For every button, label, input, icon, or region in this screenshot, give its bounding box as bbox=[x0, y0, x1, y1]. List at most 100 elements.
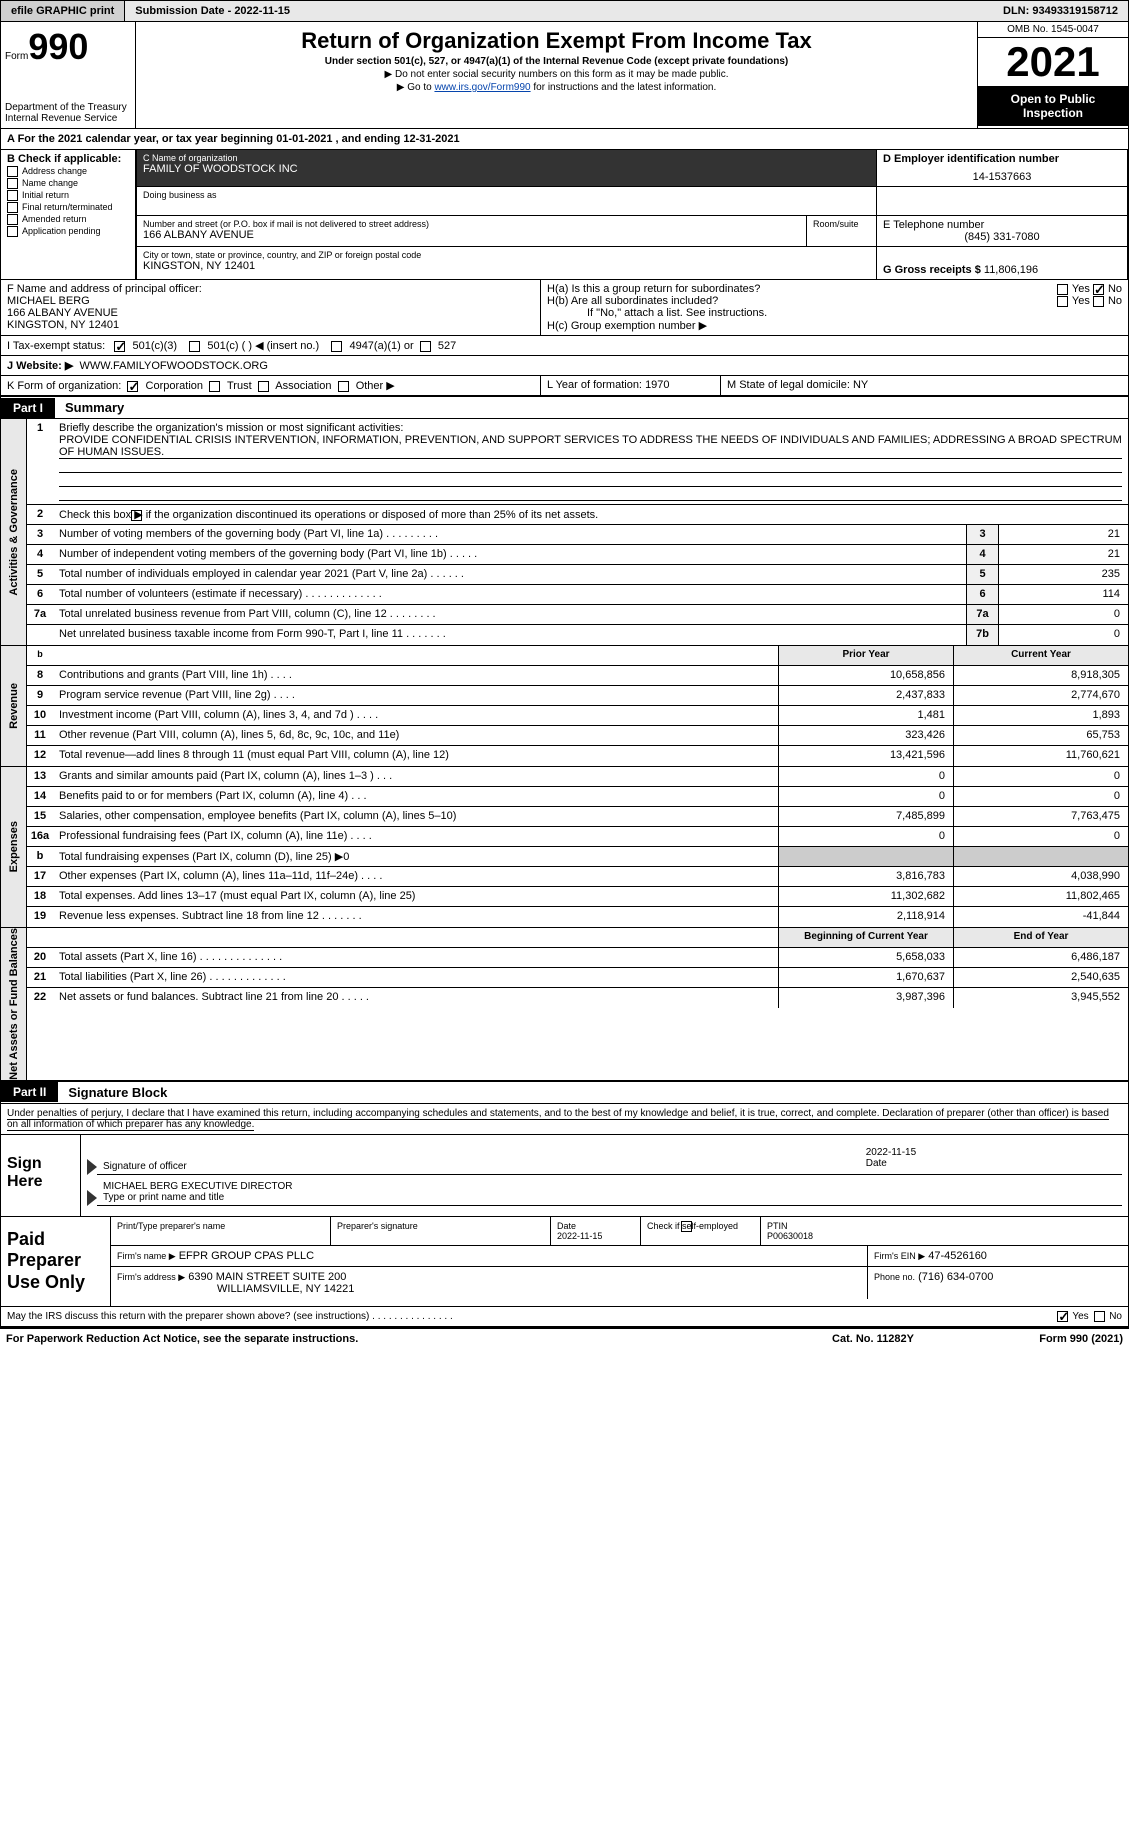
boxb-checkbox[interactable] bbox=[7, 226, 18, 237]
tax-year: 2021 bbox=[978, 38, 1128, 86]
trust-checkbox[interactable] bbox=[209, 381, 220, 392]
line-num: 21 bbox=[27, 968, 53, 987]
501c3-checkbox[interactable] bbox=[114, 341, 125, 352]
phone-label: Phone no. bbox=[874, 1272, 915, 1282]
line-num: 15 bbox=[27, 807, 53, 826]
line-a: A For the 2021 calendar year, or tax yea… bbox=[0, 128, 1129, 149]
line-desc: Total unrelated business revenue from Pa… bbox=[53, 605, 966, 624]
line-num: 6 bbox=[27, 585, 53, 604]
line-desc: Program service revenue (Part VIII, line… bbox=[53, 686, 778, 705]
efile-button[interactable]: efile GRAPHIC print bbox=[1, 1, 125, 21]
curr-val: 7,763,475 bbox=[953, 807, 1128, 826]
curr-val: 3,945,552 bbox=[953, 988, 1128, 1008]
line-num: 9 bbox=[27, 686, 53, 705]
curr-val: 8,918,305 bbox=[953, 666, 1128, 685]
part1-label: Part I bbox=[1, 398, 55, 418]
curr-val: 11,760,621 bbox=[953, 746, 1128, 766]
box-b-label: B Check if applicable: bbox=[7, 153, 129, 165]
section-j: J Website: ▶ WWW.FAMILYOFWOODSTOCK.ORG bbox=[0, 355, 1129, 375]
line-num: b bbox=[27, 646, 53, 665]
ptin-hdr: PTIN bbox=[767, 1221, 788, 1231]
527-checkbox[interactable] bbox=[420, 341, 431, 352]
l2-checkbox[interactable] bbox=[131, 510, 142, 521]
box-j-label: J Website: ▶ bbox=[7, 360, 73, 372]
box-d-label: D Employer identification number bbox=[883, 153, 1121, 165]
boxb-opt: Final return/terminated bbox=[22, 202, 113, 212]
arrow-icon bbox=[87, 1190, 97, 1206]
prep-date: 2022-11-15 bbox=[557, 1231, 602, 1241]
boxb-checkbox[interactable] bbox=[7, 190, 18, 201]
self-emp-checkbox[interactable] bbox=[681, 1221, 692, 1232]
other-checkbox[interactable] bbox=[338, 381, 349, 392]
line-val: 21 bbox=[998, 525, 1128, 544]
line-val: 0 bbox=[998, 625, 1128, 645]
date-label: Date bbox=[866, 1158, 887, 1169]
boxb-checkbox[interactable] bbox=[7, 202, 18, 213]
line-num: 19 bbox=[27, 907, 53, 927]
ha-yes-checkbox[interactable] bbox=[1057, 284, 1068, 295]
part2-title: Signature Block bbox=[58, 1082, 177, 1103]
line-desc: Salaries, other compensation, employee b… bbox=[53, 807, 778, 826]
discuss-no-checkbox[interactable] bbox=[1094, 1311, 1105, 1322]
prior-val: 3,816,783 bbox=[778, 867, 953, 886]
boxb-checkbox[interactable] bbox=[7, 214, 18, 225]
ha-no-checkbox[interactable] bbox=[1093, 284, 1104, 295]
city-state-zip: KINGSTON, NY 12401 bbox=[143, 260, 870, 272]
prior-val: 13,421,596 bbox=[778, 746, 953, 766]
city-label: City or town, state or province, country… bbox=[143, 250, 870, 260]
org-name: FAMILY OF WOODSTOCK INC bbox=[143, 163, 870, 175]
section-klm: K Form of organization: Corporation Trus… bbox=[0, 375, 1129, 396]
curr-val: 0 bbox=[953, 767, 1128, 786]
prior-val: 0 bbox=[778, 827, 953, 846]
prior-val bbox=[778, 847, 953, 866]
box-l-label: L Year of formation: bbox=[547, 379, 642, 391]
line-box: 6 bbox=[966, 585, 998, 604]
4947-checkbox[interactable] bbox=[331, 341, 342, 352]
prep-date-hdr: Date bbox=[557, 1221, 576, 1231]
hb-yes-checkbox[interactable] bbox=[1057, 296, 1068, 307]
line-box: 7a bbox=[966, 605, 998, 624]
prior-val: 3,987,396 bbox=[778, 988, 953, 1008]
irs-link[interactable]: www.irs.gov/Form990 bbox=[434, 82, 530, 93]
line-desc: Total number of individuals employed in … bbox=[53, 565, 966, 584]
officer-addr1: 166 ALBANY AVENUE bbox=[7, 307, 534, 319]
expenses-section: Expenses 13Grants and similar amounts pa… bbox=[0, 767, 1129, 928]
section-bcdeg: B Check if applicable: Address changeNam… bbox=[0, 149, 1129, 279]
form-title: Return of Organization Exempt From Incom… bbox=[142, 28, 971, 54]
officer-name-title: MICHAEL BERG EXECUTIVE DIRECTOR bbox=[103, 1181, 1116, 1192]
line-desc: Total number of volunteers (estimate if … bbox=[53, 585, 966, 604]
l1-label: Briefly describe the organization's miss… bbox=[59, 422, 1122, 434]
corp-checkbox[interactable] bbox=[127, 381, 138, 392]
line-num: 4 bbox=[27, 545, 53, 564]
assoc-checkbox[interactable] bbox=[258, 381, 269, 392]
dln: DLN: 93493319158712 bbox=[993, 1, 1128, 21]
line-num: 7a bbox=[27, 605, 53, 624]
line-num: 2 bbox=[27, 505, 53, 524]
form-ref: Form 990 (2021) bbox=[973, 1333, 1123, 1345]
line-desc: Number of independent voting members of … bbox=[53, 545, 966, 564]
form-note2: ▶ Go to www.irs.gov/Form990 for instruct… bbox=[142, 82, 971, 93]
line-desc: Total liabilities (Part X, line 26) . . … bbox=[53, 968, 778, 987]
box-f-label: F Name and address of principal officer: bbox=[7, 283, 534, 295]
line-num: 12 bbox=[27, 746, 53, 766]
form-number: 990 bbox=[28, 26, 88, 67]
form-subtitle: Under section 501(c), 527, or 4947(a)(1)… bbox=[142, 56, 971, 67]
boxb-checkbox[interactable] bbox=[7, 178, 18, 189]
boxb-checkbox[interactable] bbox=[7, 166, 18, 177]
line-desc: Contributions and grants (Part VIII, lin… bbox=[53, 666, 778, 685]
submission-date: Submission Date - 2022-11-15 bbox=[125, 1, 300, 21]
hb-no-checkbox[interactable] bbox=[1093, 296, 1104, 307]
ptin: P00630018 bbox=[767, 1231, 813, 1241]
sig-date: 2022-11-15 bbox=[866, 1147, 1116, 1158]
501c-checkbox[interactable] bbox=[189, 341, 200, 352]
perjury-decl: Under penalties of perjury, I declare th… bbox=[0, 1104, 1129, 1134]
officer-addr2: KINGSTON, NY 12401 bbox=[7, 319, 534, 331]
hb-label: H(b) Are all subordinates included? bbox=[547, 295, 1057, 307]
cat-no: Cat. No. 11282Y bbox=[773, 1333, 973, 1345]
line-desc: Professional fundraising fees (Part IX, … bbox=[53, 827, 778, 846]
name-title-label: Type or print name and title bbox=[103, 1192, 224, 1203]
paid-preparer-label: Paid Preparer Use Only bbox=[1, 1217, 111, 1306]
line-val: 0 bbox=[998, 605, 1128, 624]
discuss-yes-checkbox[interactable] bbox=[1057, 1311, 1068, 1322]
form-note1: ▶ Do not enter social security numbers o… bbox=[142, 69, 971, 80]
